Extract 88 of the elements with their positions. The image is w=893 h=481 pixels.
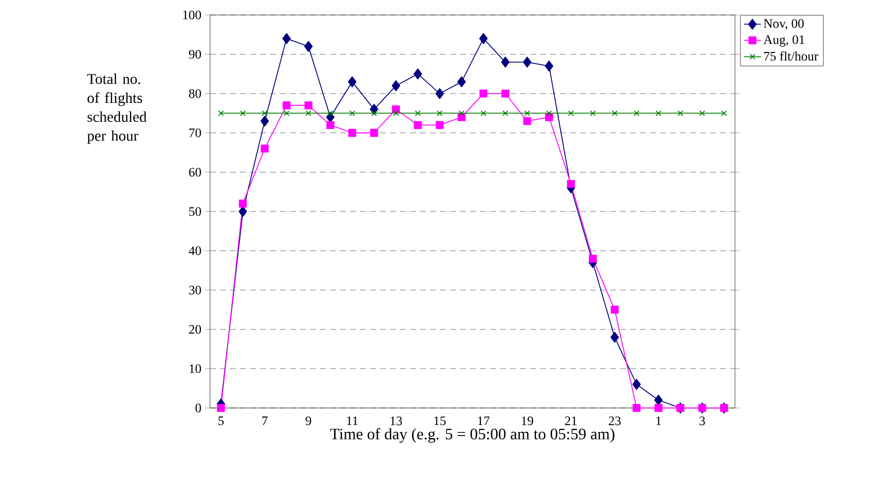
legend-label: 75 flt/hour: [764, 51, 818, 61]
point: [656, 110, 662, 116]
x-tick-label: 5: [218, 416, 224, 426]
y-tick-label: 0: [196, 404, 201, 412]
point: [348, 76, 356, 88]
point: [632, 404, 641, 412]
point: [371, 110, 377, 116]
point: [238, 206, 248, 217]
point: [479, 33, 488, 44]
point: [634, 110, 640, 116]
point: [436, 110, 443, 116]
y-tick-label: 10: [190, 364, 201, 374]
point: [216, 404, 225, 412]
point: [306, 110, 312, 116]
point: [238, 200, 247, 208]
x-tick-label: 21: [565, 416, 577, 426]
point: [414, 121, 422, 129]
point: [260, 144, 269, 153]
x-tick-label: 1: [656, 416, 661, 426]
point: [326, 121, 334, 129]
x-tick-label: 13: [390, 416, 402, 426]
point: [610, 332, 619, 343]
point: [349, 110, 356, 116]
point: [260, 116, 269, 127]
point: [479, 90, 488, 98]
point: [501, 90, 510, 98]
point: [480, 110, 486, 116]
point: [524, 110, 530, 116]
point: [699, 110, 706, 116]
point: [502, 110, 508, 116]
legend-label: Aug, 01: [763, 35, 804, 47]
x-tick-label: 15: [434, 416, 446, 426]
x-tick-label: 3: [700, 416, 705, 426]
point: [501, 56, 510, 68]
point: [414, 68, 422, 80]
x-tick-label: 19: [522, 416, 534, 426]
y-tick-label: 50: [189, 207, 201, 216]
point: [282, 33, 291, 44]
legend-label: Nov, 00: [764, 19, 804, 30]
point: [610, 306, 619, 314]
point: [436, 121, 444, 129]
point: [327, 110, 334, 116]
point: [721, 110, 727, 116]
point: [457, 76, 466, 88]
x-tick-label: 23: [608, 416, 621, 426]
y-tick-label: 40: [188, 246, 201, 256]
point: [566, 180, 575, 188]
point: [677, 110, 684, 116]
x-tick-label: 9: [306, 416, 312, 426]
point: [435, 88, 444, 100]
point: [588, 254, 597, 263]
point: [612, 110, 618, 116]
point: [522, 56, 532, 68]
y-tick-label: 30: [189, 286, 201, 294]
y-tick-label: 90: [188, 50, 201, 59]
point: [218, 110, 224, 116]
y-tick-label: 70: [189, 128, 201, 138]
point: [392, 105, 400, 114]
point: [370, 128, 378, 137]
point: [654, 404, 662, 412]
point: [392, 80, 400, 92]
point: [544, 60, 554, 72]
point: [304, 40, 313, 52]
point: [523, 117, 532, 126]
y-tick-label: 80: [189, 89, 201, 98]
point: [348, 128, 356, 137]
point: [545, 113, 554, 122]
point: [282, 101, 291, 110]
point: [284, 110, 290, 116]
x-tick-label: 17: [478, 416, 490, 426]
point: [590, 110, 596, 116]
point: [304, 101, 312, 110]
point: [393, 110, 399, 116]
y-tick-label: 100: [183, 10, 201, 20]
x-axis-title: Time of day (e.g. 5 = 05:00 am to 05:59 am): [330, 428, 614, 443]
point: [414, 110, 421, 116]
point: [458, 110, 464, 116]
x-tick-label: 11: [347, 416, 358, 426]
point: [458, 113, 466, 122]
point: [240, 110, 246, 116]
point: [546, 110, 552, 116]
point: [568, 110, 574, 116]
point: [632, 378, 641, 390]
y-tick-label: 20: [189, 325, 201, 334]
point: [262, 110, 268, 116]
y-axis-title: Total no. of flights scheduled per hour: [87, 74, 147, 144]
x-tick-label: 7: [262, 416, 268, 425]
y-tick-label: 60: [189, 168, 201, 177]
